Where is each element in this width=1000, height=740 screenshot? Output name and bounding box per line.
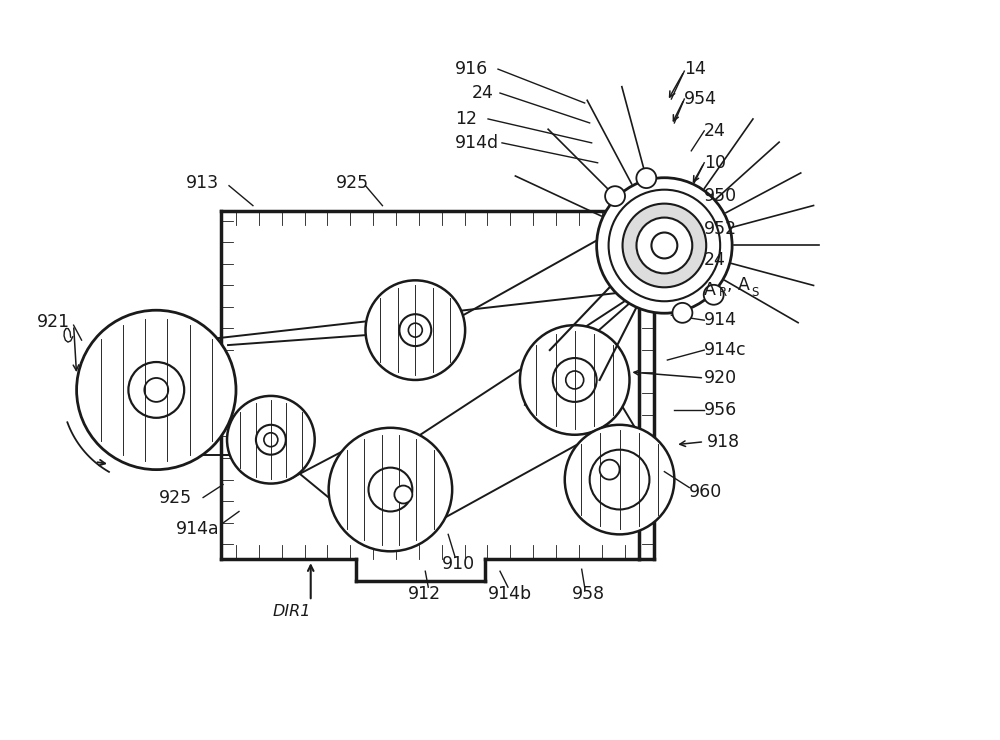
Text: 954: 954 [684,90,717,108]
Text: 956: 956 [704,401,737,419]
Circle shape [256,425,286,454]
Text: 10: 10 [704,154,726,172]
Text: 910: 910 [442,555,475,574]
Text: , A: , A [727,276,750,295]
Text: 916: 916 [455,60,488,78]
Text: 914c: 914c [704,341,747,359]
Circle shape [128,362,184,418]
Text: 918: 918 [707,433,740,451]
Text: 914: 914 [704,312,737,329]
Text: 12: 12 [455,110,477,128]
Circle shape [565,425,674,534]
Text: 913: 913 [186,174,219,192]
Text: 914a: 914a [176,520,220,539]
Text: 912: 912 [408,585,441,603]
Circle shape [553,358,597,402]
Text: DIR1: DIR1 [273,604,311,619]
Circle shape [597,178,732,313]
Text: 952: 952 [704,220,737,238]
Circle shape [609,189,720,301]
Text: 920: 920 [704,369,737,387]
Circle shape [636,168,656,188]
Circle shape [394,485,412,503]
Text: 24: 24 [472,84,494,102]
Circle shape [227,396,315,483]
Text: 925: 925 [336,174,369,192]
Circle shape [623,204,706,287]
Text: 24: 24 [704,252,726,269]
Text: 921: 921 [37,313,70,332]
Circle shape [144,378,168,402]
Text: R: R [719,286,727,299]
Text: 14: 14 [684,60,706,78]
Text: 24: 24 [704,122,726,140]
Circle shape [368,468,412,511]
Circle shape [329,428,452,551]
Text: 925: 925 [159,488,192,506]
Circle shape [605,186,625,206]
Circle shape [264,433,278,447]
Text: A: A [704,281,716,299]
Text: 958: 958 [572,585,605,603]
Circle shape [704,285,724,305]
Circle shape [600,460,620,480]
Text: 914d: 914d [455,134,499,152]
Circle shape [590,450,649,509]
Circle shape [366,280,465,380]
Circle shape [408,323,422,337]
Circle shape [636,218,692,273]
Text: 950: 950 [704,186,737,205]
Circle shape [77,310,236,470]
Circle shape [651,232,677,258]
Circle shape [566,371,584,389]
Circle shape [399,314,431,346]
Text: 914b: 914b [488,585,532,603]
Circle shape [672,303,692,323]
Text: 960: 960 [689,482,723,500]
Text: S: S [751,286,758,299]
Circle shape [520,325,630,435]
